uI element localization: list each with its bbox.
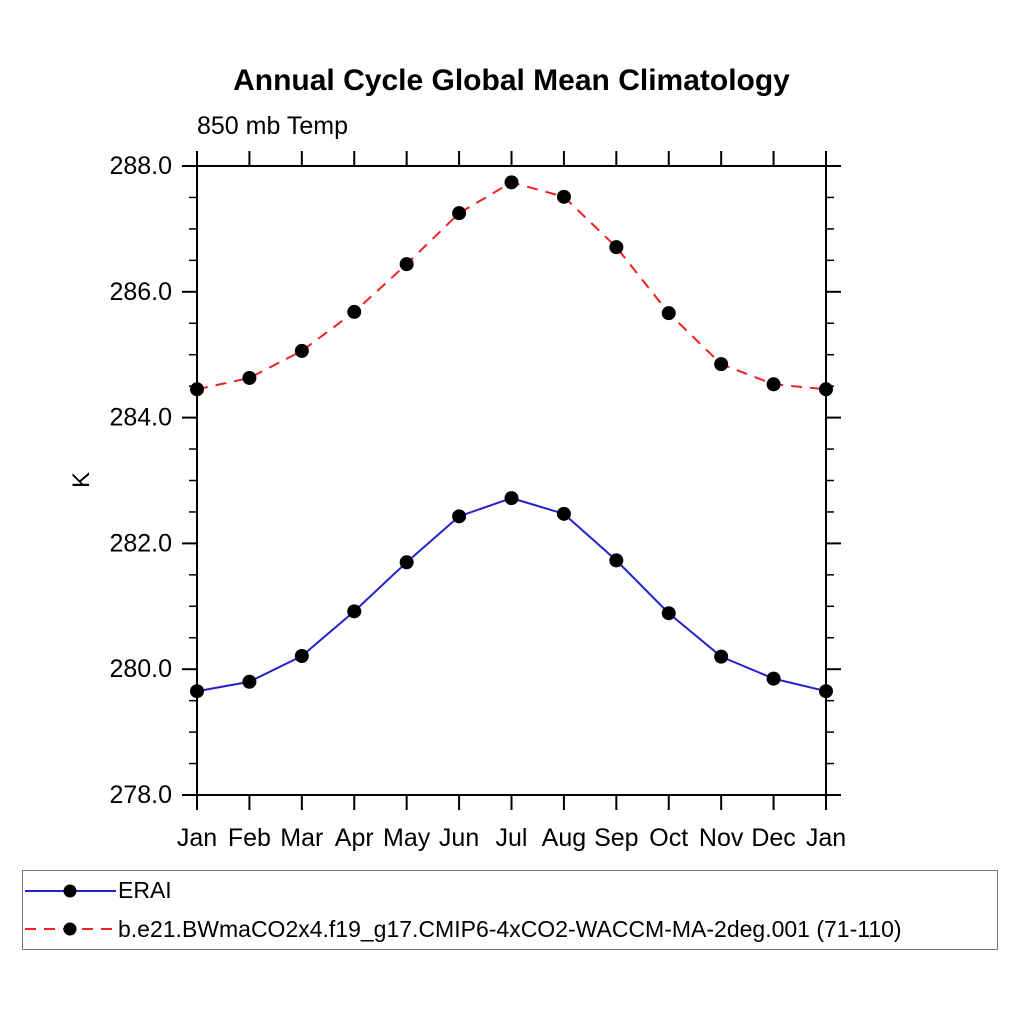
legend-sample-model-line-icon bbox=[25, 922, 116, 936]
data-point-marker bbox=[242, 674, 257, 689]
y-tick-label: 282.0 bbox=[109, 529, 172, 557]
data-point-marker bbox=[714, 357, 729, 372]
data-point-marker bbox=[294, 343, 309, 358]
data-point-marker bbox=[242, 370, 257, 385]
data-point-marker bbox=[504, 175, 519, 190]
x-tick-label: Jan bbox=[177, 824, 217, 852]
x-tick-label: Dec bbox=[751, 824, 795, 852]
data-point-marker bbox=[347, 304, 362, 319]
legend-item-model: b.e21.BWmaCO2x4.f19_g17.CMIP6-4xCO2-WACC… bbox=[23, 910, 997, 948]
x-tick-label: Jul bbox=[496, 824, 528, 852]
x-tick-label: Apr bbox=[335, 824, 374, 852]
y-tick-label: 286.0 bbox=[109, 278, 172, 306]
x-tick-label: Feb bbox=[228, 824, 271, 852]
chart-title: Annual Cycle Global Mean Climatology bbox=[233, 64, 790, 97]
data-point-marker bbox=[819, 684, 833, 699]
data-point-marker bbox=[609, 240, 624, 255]
x-tick-label: Oct bbox=[649, 824, 688, 852]
data-point-marker bbox=[452, 509, 467, 524]
x-tick-label: Sep bbox=[594, 824, 638, 852]
y-tick-label: 278.0 bbox=[109, 781, 172, 809]
series-erai bbox=[190, 491, 833, 699]
data-point-marker bbox=[766, 671, 781, 686]
y-tick-label: 280.0 bbox=[109, 655, 172, 683]
data-point-marker bbox=[347, 604, 362, 619]
x-tick-label: May bbox=[383, 824, 431, 852]
legend-label-model: b.e21.BWmaCO2x4.f19_g17.CMIP6-4xCO2-WACC… bbox=[118, 915, 902, 942]
data-point-marker bbox=[452, 206, 467, 221]
data-point-marker bbox=[190, 684, 204, 699]
legend-label-erai: ERAI bbox=[118, 877, 172, 904]
legend-sample-erai-line-icon bbox=[25, 884, 116, 898]
data-point-marker bbox=[714, 649, 729, 664]
data-point-marker bbox=[661, 306, 676, 321]
data-point-marker bbox=[661, 606, 676, 621]
x-tick-label: Nov bbox=[699, 824, 744, 852]
y-tick-label: 288.0 bbox=[109, 152, 172, 180]
data-point-marker bbox=[399, 555, 414, 570]
data-point-marker bbox=[294, 648, 309, 663]
data-point-marker bbox=[399, 257, 414, 272]
series-model bbox=[190, 175, 833, 397]
data-point-marker bbox=[556, 506, 571, 521]
legend-box: ERAI b.e21.BWmaCO2x4.f19_g17.CMIP6-4xCO2… bbox=[22, 870, 998, 950]
data-point-marker bbox=[609, 553, 624, 568]
chart-subtitle: 850 mb Temp bbox=[197, 112, 349, 140]
x-tick-label: Jan bbox=[806, 824, 846, 852]
y-tick-label: 284.0 bbox=[109, 404, 172, 432]
data-point-marker bbox=[819, 382, 833, 397]
data-point-marker bbox=[766, 377, 781, 392]
x-tick-label: Jun bbox=[439, 824, 479, 852]
x-tick-label: Mar bbox=[280, 824, 323, 852]
legend-item-erai: ERAI bbox=[23, 872, 997, 910]
data-point-marker bbox=[556, 189, 571, 204]
data-point-marker bbox=[190, 382, 204, 397]
axes bbox=[182, 151, 841, 810]
x-tick-label: Aug bbox=[542, 824, 586, 852]
data-point-marker bbox=[504, 491, 519, 506]
